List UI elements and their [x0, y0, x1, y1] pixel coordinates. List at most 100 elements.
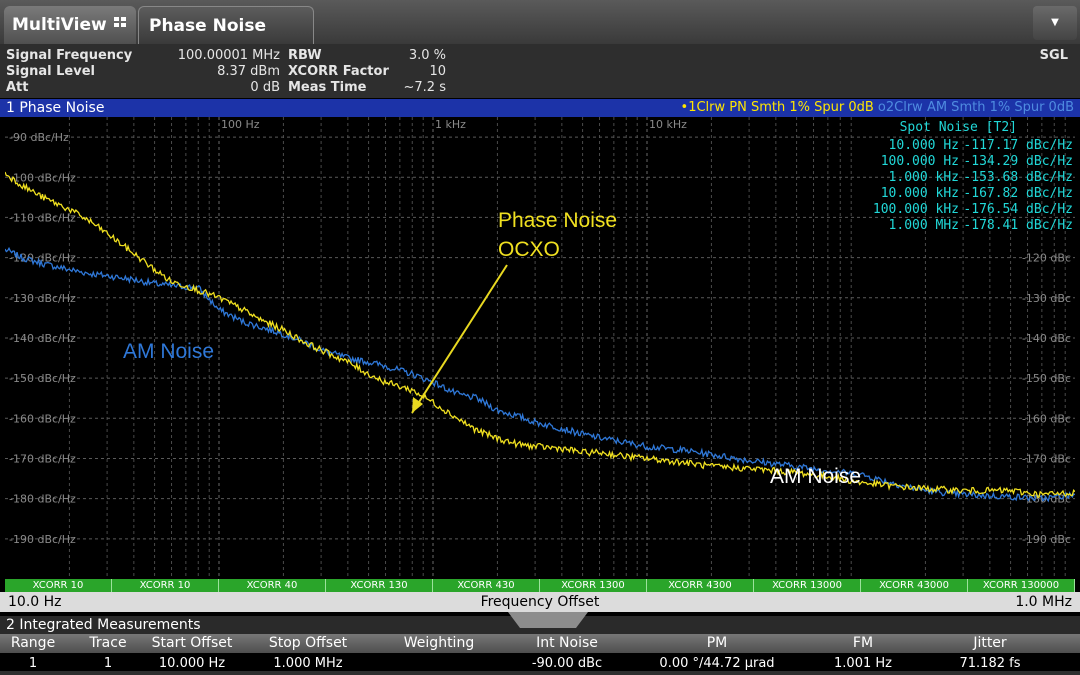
y-tick-label-right: -130 dBc [1022, 292, 1071, 305]
cell-stop-offset[interactable]: 1.000 MHz [273, 656, 343, 671]
spot-noise-freq: 1.000 kHz [889, 170, 959, 185]
chevron-down-icon: ▼ [1051, 17, 1059, 28]
tab-phase-noise[interactable]: Phase Noise [138, 6, 314, 44]
am-noise-annotation-left: AM Noise [123, 340, 214, 363]
meas-time-value[interactable]: ~7.2 s [403, 80, 446, 95]
spot-noise-freq: 1.000 MHz [889, 218, 959, 233]
phase-noise-window-header[interactable]: 1 Phase Noise •1Clrw PN Smth 1% Spur 0dB… [0, 99, 1080, 117]
xcorr-segment: XCORR 40 [219, 579, 326, 592]
xcorr-segment: XCORR 10 [112, 579, 219, 592]
col-fm: FM [852, 635, 874, 651]
splitter-handle[interactable] [508, 612, 588, 628]
xcorr-segment: XCORR 130 [326, 579, 433, 592]
y-tick-label: -170 dBc/Hz [9, 452, 76, 465]
spot-noise-value: -178.41 dBc/Hz [963, 218, 1073, 233]
table-header-row [0, 634, 1080, 653]
col-weighting: Weighting [403, 635, 475, 651]
trace-2-am-noise [5, 246, 1075, 503]
spot-noise-freq: 10.000 kHz [881, 186, 959, 201]
spot-noise-freq: 100.000 kHz [873, 202, 959, 217]
trace-legend: •1Clrw PN Smth 1% Spur 0dB o2Clrw AM Smt… [681, 99, 1074, 117]
x-tick-label: 1 kHz [435, 118, 466, 131]
bottom-strip [0, 671, 1080, 675]
plot-background [5, 117, 1075, 579]
y-axis-labels: -90 dBc/Hz -100 dBc/Hz -110 dBc/Hz -120 dBc… [9, 131, 1071, 546]
y-tick-label-right: -140 dBc [1022, 332, 1071, 345]
cell-range[interactable]: 1 [28, 656, 38, 671]
trace-1-phase-noise [5, 171, 1075, 499]
x-axis-start[interactable]: 10.0 Hz [8, 594, 62, 610]
y-tick-label: -190 dBc/Hz [9, 533, 76, 546]
integrated-measurements-table: Range Trace Start Offset Stop Offset Wei… [0, 634, 1080, 675]
xcorr-segment: XCORR 10 [5, 579, 112, 592]
spot-noise-freq: 100.000 Hz [881, 154, 959, 169]
am-noise-annotation-right: AM Noise [770, 465, 861, 488]
cell-jitter: 71.182 fs [959, 656, 1021, 671]
y-tick-label: -160 dBc/Hz [9, 412, 76, 425]
spot-noise-value: -117.17 dBc/Hz [963, 138, 1073, 153]
col-stop-offset: Stop Offset [268, 635, 348, 651]
x-tick-label: 10 kHz [649, 118, 687, 131]
tab-multiview-label: MultiView [12, 15, 107, 35]
att-value[interactable]: 0 dB [250, 80, 280, 95]
y-tick-label: -130 dBc/Hz [9, 292, 76, 305]
ocxo-annotation: OCXO [498, 238, 560, 261]
spot-noise-freq: 10.000 Hz [889, 138, 959, 153]
y-tick-label: -180 dBc/Hz [9, 493, 76, 506]
spot-noise-value: -134.29 dBc/Hz [963, 154, 1073, 169]
dropdown-button[interactable]: ▼ [1033, 6, 1077, 40]
y-tick-label-right: -170 dBc [1022, 452, 1071, 465]
x-tick-label: 100 Hz [221, 118, 260, 131]
xcorr-segment: XCORR 1300 [540, 579, 647, 592]
cell-int-noise: -90.00 dBc [531, 656, 603, 671]
spot-noise-table: Spot Noise [T2] 10.000 Hz -117.17 dBc/Hz… [873, 120, 1073, 233]
col-start-offset: Start Offset [151, 635, 233, 651]
spot-noise-value: -176.54 dBc/Hz [963, 202, 1073, 217]
traces [5, 171, 1075, 503]
y-tick-label-right: -150 dBc [1022, 372, 1071, 385]
rbw-value[interactable]: 3.0 % [408, 48, 446, 63]
y-tick-label: -100 dBc/Hz [9, 171, 76, 184]
cell-trace[interactable]: 1 [103, 656, 113, 671]
col-trace: Trace [89, 635, 127, 651]
grid-view-icon[interactable] [114, 17, 126, 27]
y-tick-label-right: -120 dBc [1022, 252, 1071, 265]
y-tick-label-right: -160 dBc [1022, 412, 1071, 425]
plot-grid [5, 117, 1075, 579]
x-axis-stop[interactable]: 1.0 MHz [1015, 594, 1072, 610]
phase-noise-annotation: Phase Noise [498, 209, 617, 232]
window-title: 1 Phase Noise [6, 100, 105, 116]
col-pm: PM [706, 635, 728, 651]
xcorr-segment: XCORR 43000 [861, 579, 968, 592]
cell-pm: 0.00 °/44.72 µrad [659, 656, 775, 671]
signal-frequency-label: Signal Frequency [6, 48, 133, 63]
meas-time-label: Meas Time [288, 80, 367, 95]
y-tick-label: -90 dBc/Hz [9, 131, 69, 144]
col-jitter: Jitter [973, 635, 1007, 651]
y-tick-label-right: -190 dBc [1022, 533, 1071, 546]
xcorr-segment: XCORR 430 [433, 579, 540, 592]
panel2-title: 2 Integrated Measurements [6, 617, 201, 633]
trace1-legend: •1Clrw PN Smth 1% Spur 0dB [680, 100, 874, 115]
xcorr-segment: XCORR 13000 [754, 579, 861, 592]
x-axis-bar: 10.0 Hz Frequency Offset 1.0 MHz [0, 592, 1080, 612]
x-axis-label: Frequency Offset [480, 594, 600, 610]
y-tick-label: -140 dBc/Hz [9, 332, 76, 345]
phase-noise-plot[interactable]: -90 dBc/Hz -100 dBc/Hz -110 dBc/Hz -120 dBc… [5, 117, 1075, 579]
col-int-noise: Int Noise [536, 635, 598, 651]
cell-start-offset[interactable]: 10.000 Hz [158, 656, 226, 671]
xcorr-segment: XCORR 130000 [968, 579, 1075, 592]
tab-bar: MultiView Phase Noise ▼ [0, 0, 1080, 44]
x-axis-tick-labels: 100 Hz 1 kHz 10 kHz [221, 118, 687, 131]
measurement-info-bar: Signal Frequency 100.00001 MHz Signal Le… [0, 44, 1080, 98]
signal-level-value[interactable]: 8.37 dBm [217, 64, 280, 79]
spot-noise-value: -153.68 dBc/Hz [963, 170, 1073, 185]
xcorr-factor-value[interactable]: 10 [429, 64, 446, 79]
xcorr-factor-label: XCORR Factor [288, 64, 389, 79]
xcorr-band: XCORR 10 XCORR 10 XCORR 40 XCORR 130 XCORR 4… [5, 579, 1075, 592]
y-tick-label: -110 dBc/Hz [9, 211, 76, 224]
xcorr-segment: XCORR 4300 [647, 579, 754, 592]
signal-level-label: Signal Level [6, 64, 95, 79]
rbw-label: RBW [288, 48, 322, 63]
signal-frequency-value[interactable]: 100.00001 MHz [177, 48, 280, 63]
